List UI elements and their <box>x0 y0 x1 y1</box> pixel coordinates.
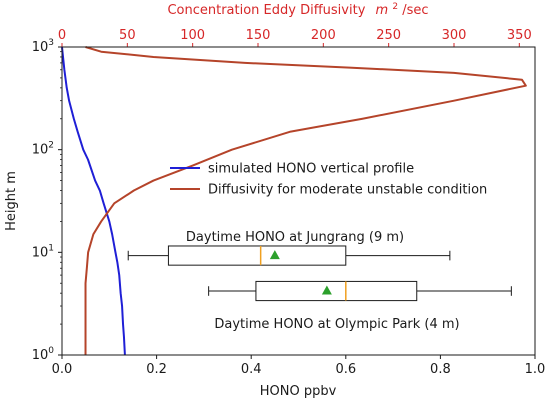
y-tick-label: 101 <box>32 243 54 260</box>
top-tick-label: 0 <box>58 28 66 43</box>
top-tick-label: 200 <box>311 28 336 43</box>
top-tick-label: 300 <box>442 28 467 43</box>
annotation-jungrang: Daytime HONO at Jungrang (9 m) <box>186 230 404 245</box>
series-line-1 <box>61 46 126 356</box>
top-tick-label: 150 <box>246 28 271 43</box>
legend-label-1: simulated HONO vertical profile <box>208 162 414 177</box>
x-tick-label: 0.8 <box>430 362 451 377</box>
top-axis-unit-suffix: /sec <box>402 3 428 18</box>
y-tick-label: 103 <box>32 38 54 55</box>
plot-frame <box>61 46 536 356</box>
boxplot-mean-marker <box>269 250 280 260</box>
plot-area: 0.0 0.2 0.4 0.6 0.8 1.0 0 50 100 150 200 250 300 350 1… <box>32 28 546 377</box>
series-line-2 <box>84 46 527 355</box>
top-axis-title-text: Concentration Eddy Diffusivity <box>167 3 365 18</box>
top-axis-unit-exp: 2 <box>392 2 398 12</box>
boxplot-box <box>255 280 418 302</box>
x-tick-label: 0.4 <box>241 362 262 377</box>
x-tick-label: 0.2 <box>146 362 167 377</box>
y-axis-title: Height m <box>4 171 19 231</box>
boxplot-mean-marker <box>321 285 332 295</box>
boxplot-box <box>167 245 347 266</box>
top-tick-label: 100 <box>180 28 205 43</box>
x-tick-label: 0.0 <box>52 362 73 377</box>
annotation-olympic-park: Daytime HONO at Olympic Park (4 m) <box>214 317 459 332</box>
top-axis-title: Concentration Eddy Diffusivity m 2 /sec <box>167 0 428 18</box>
y-tick-label: 100 <box>32 346 55 363</box>
x-tick-label: 0.6 <box>335 362 356 377</box>
top-tick-label: 50 <box>119 28 136 43</box>
x-tick-label: 1.0 <box>525 362 546 377</box>
y-tick-label: 102 <box>32 141 54 158</box>
x-axis-title: HONO ppbv <box>260 384 337 399</box>
top-tick-label: 350 <box>507 28 532 43</box>
legend-label-2: Diffusivity for moderate unstable condit… <box>208 183 487 198</box>
top-axis-unit-base: m <box>376 3 389 18</box>
top-tick-label: 250 <box>376 28 401 43</box>
